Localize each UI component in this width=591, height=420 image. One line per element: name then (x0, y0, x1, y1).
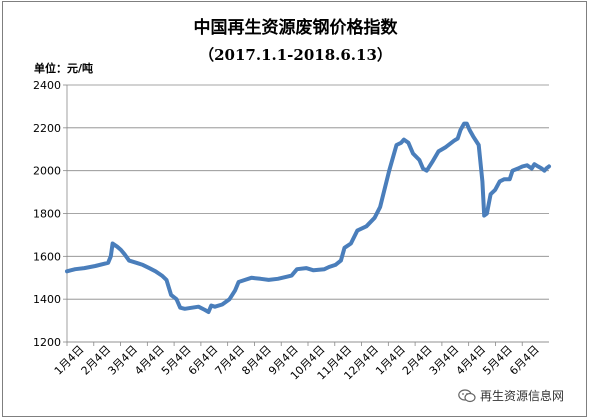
y-axis-unit-label: 单位：元/吨 (34, 62, 94, 75)
watermark: 再生资源信息网 (456, 386, 567, 405)
y-tick-label: 1600 (33, 250, 61, 263)
wechat-icon (458, 388, 476, 402)
y-tick-label: 1800 (33, 208, 61, 221)
chart-title: 中国再生资源废钢价格指数 (193, 18, 398, 38)
y-tick-label: 2000 (33, 165, 61, 178)
axes (63, 84, 549, 346)
watermark-text: 再生资源信息网 (480, 389, 565, 403)
x-tick-label: 6月4日 (507, 343, 542, 378)
series-layer (65, 121, 551, 314)
series-line (65, 121, 551, 314)
y-tick-label: 2400 (33, 79, 61, 92)
chart-subtitle: （2017.1.1-2018.6.13） (199, 46, 392, 64)
y-tick-label: 1200 (33, 336, 61, 349)
y-tick-labels: 2400 2200 2000 1800 1600 1400 1200 (33, 79, 61, 349)
gridlines (67, 84, 549, 343)
x-tick-labels: 1月4日2月4日3月4日4月4日5月4日6月4日7月4日8月4日9月4日10月4… (52, 343, 542, 383)
y-tick-label: 1400 (33, 293, 61, 306)
y-tick-label: 2200 (33, 122, 61, 135)
